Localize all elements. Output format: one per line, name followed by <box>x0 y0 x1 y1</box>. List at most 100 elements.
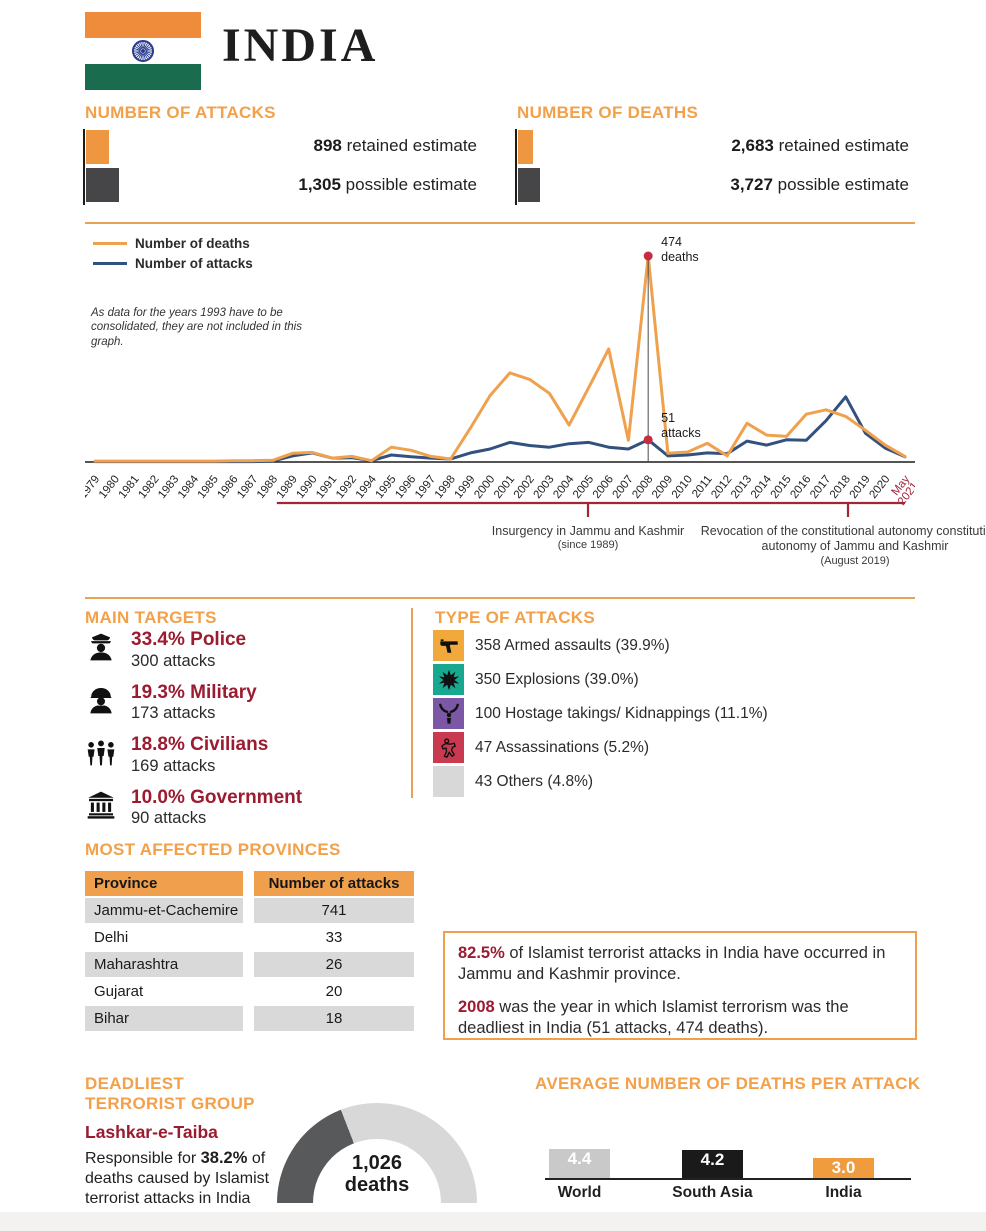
attacks-retained-number: 898 <box>313 136 342 155</box>
desc-pre: Responsible for <box>85 1150 201 1167</box>
x-tick-label: 1995 <box>373 473 398 501</box>
separator-top <box>85 222 915 224</box>
attack-type-label: 47 Assassinations (5.2%) <box>475 738 650 756</box>
x-tick-label: 2013 <box>729 473 754 501</box>
target-count: 90 attacks <box>131 809 207 828</box>
annotation-revocation-text: Revocation of the constitutional autonom… <box>700 524 986 554</box>
avg-deaths-heading: AVERAGE NUMBER OF DEATHS PER ATTACK <box>535 1074 921 1093</box>
avg-bar-world: 4.4 <box>549 1149 610 1178</box>
x-tick-label: 1994 <box>354 473 380 501</box>
province-attack-count: 26 <box>254 952 414 977</box>
avg-bar-south-asia: 4.2 <box>682 1150 743 1178</box>
section-divider <box>411 608 413 798</box>
attacks-heading: NUMBER OF ATTACKS <box>85 103 276 122</box>
x-tick-label: 2010 <box>670 473 695 501</box>
deaths-retained-value: 2,683 retained estimate <box>731 136 909 156</box>
x-tick-label: 2011 <box>690 473 715 500</box>
page-title: INDIA <box>222 19 379 72</box>
target-text: 33.4% Police 300 attacks <box>131 629 246 672</box>
attacks-possible-label: possible estimate <box>345 175 477 194</box>
target-percentage: 10.0% Government <box>131 786 303 808</box>
x-tick-label: 2006 <box>591 473 616 501</box>
deadliest-group-desc: Responsible for 38.2% of deaths caused b… <box>85 1148 277 1209</box>
attacks-retained-bar <box>86 130 109 164</box>
police-icon <box>85 630 119 666</box>
attacks-retained-value: 898 retained estimate <box>313 136 477 156</box>
province-name: Maharashtra <box>85 952 243 977</box>
x-tick-label: 2012 <box>709 473 734 501</box>
avg-bar-value: 3.0 <box>831 1158 856 1177</box>
trend-chart-svg: 1979198019811982198319841985198619871988… <box>77 235 921 517</box>
province-table-header: Province <box>85 871 243 896</box>
attacks-axis-rule <box>83 129 85 205</box>
deaths-line-swatch <box>93 242 127 245</box>
attacks-possible-number: 1,305 <box>298 175 341 194</box>
province-name: Bihar <box>85 1006 243 1031</box>
attack-type-row: 358 Armed assaults (39.9%) <box>433 630 913 661</box>
annotation-revocation-date: (August 2019) <box>820 554 890 567</box>
fact-2008-highlight: 2008 <box>458 997 495 1016</box>
gauge-center-text: 1,026 deaths <box>277 1152 477 1197</box>
target-row-government: 10.0% Government 90 attacks <box>85 786 405 830</box>
attacks-line <box>93 395 907 464</box>
x-tick-label: 2016 <box>788 473 813 501</box>
attack-type-label: 43 Others (4.8%) <box>475 772 594 790</box>
avg-bar-label: India <box>825 1184 862 1201</box>
trend-chart: 1979 1980 1981 1982 1983 1984 1985 1986 1987 1988… <box>77 228 921 520</box>
main-targets-list: 33.4% Police 300 attacks 19.3% Military 173… <box>85 629 405 840</box>
province-attack-count: 20 <box>325 983 343 1000</box>
others-swatch <box>433 766 464 797</box>
province-attack-count: 33 <box>325 929 343 946</box>
highlight-word: attacks <box>661 426 701 440</box>
avg-deaths-chart: 4.4 4.2 3.0 <box>545 1140 911 1180</box>
government-icon <box>85 788 119 824</box>
x-tick-label: 2003 <box>532 473 557 501</box>
deaths-possible-number: 3,727 <box>730 175 773 194</box>
desc-post: of deaths caused by Islamist terrorist a… <box>85 1150 270 1208</box>
x-tick-label: 1991 <box>314 473 339 501</box>
x-tick-label: 1983 <box>156 473 181 501</box>
attack-types-heading: TYPE OF ATTACKS <box>435 608 596 627</box>
key-facts-box: 82.5% of Islamist terrorist attacks in I… <box>443 931 917 1040</box>
attack-type-label: 100 Hostage takings/ Kidnappings (11.1%) <box>475 704 768 722</box>
x-tick-label: 1997 <box>413 473 438 501</box>
x-tick-label: 1985 <box>196 473 221 501</box>
attacks-line-swatch <box>93 262 127 265</box>
annotation-revocation: Revocation of the constitutional autonom… <box>688 524 986 568</box>
attacks-retained-label: retained estimate <box>346 136 477 155</box>
deaths-axis-rule <box>515 129 517 205</box>
x-tick-label: 2008 <box>630 473 655 501</box>
x-tick-label: 2001 <box>492 473 517 501</box>
desc-percentage: 38.2% <box>200 1149 248 1167</box>
deaths-line <box>93 254 907 463</box>
deadliest-group-heading: DEADLIEST TERRORIST GROUP <box>85 1074 255 1114</box>
attack-type-row: 100 Hostage takings/ Kidnappings (11.1%) <box>433 698 913 729</box>
deaths-possible-bar <box>518 168 540 202</box>
highlight-value: 51 <box>661 411 675 425</box>
highlight-word: deaths <box>661 250 699 264</box>
x-tick-label: 2014 <box>749 473 775 501</box>
target-row-military: 19.3% Military 173 attacks <box>85 682 405 725</box>
highlight-dot <box>643 435 653 445</box>
deaths-heading: NUMBER OF DEATHS <box>517 103 699 122</box>
x-tick-label: 1998 <box>433 473 458 501</box>
province-name: Gujarat <box>94 983 144 1000</box>
x-tick-label: 2015 <box>769 473 794 501</box>
x-tick-label: 1988 <box>255 473 280 501</box>
separator-middle <box>85 597 915 599</box>
province-table-header: Number of attacks <box>254 871 414 896</box>
x-tick-label: 2009 <box>650 473 675 501</box>
military-icon <box>85 683 119 719</box>
target-text: 18.8% Civilians 169 attacks <box>131 734 268 777</box>
chart-note: As data for the years 1993 have to be co… <box>91 307 302 348</box>
x-tick-label: 2017 <box>808 473 833 501</box>
civilians-icon <box>85 735 119 771</box>
x-tick-label: 2005 <box>571 473 596 501</box>
annotation-insurgency: Insurgency in Jammu and Kashmir (since 1… <box>488 524 688 553</box>
fact-2008: 2008 was the year in which Islamist terr… <box>458 997 902 1040</box>
x-tick-label: 1999 <box>453 473 478 501</box>
footer-strip <box>0 1212 986 1231</box>
legend-attacks: Number of attacks <box>93 256 253 271</box>
pistol-icon <box>433 630 464 661</box>
deadliest-group-name: Lashkar-e-Taiba <box>85 1122 218 1142</box>
